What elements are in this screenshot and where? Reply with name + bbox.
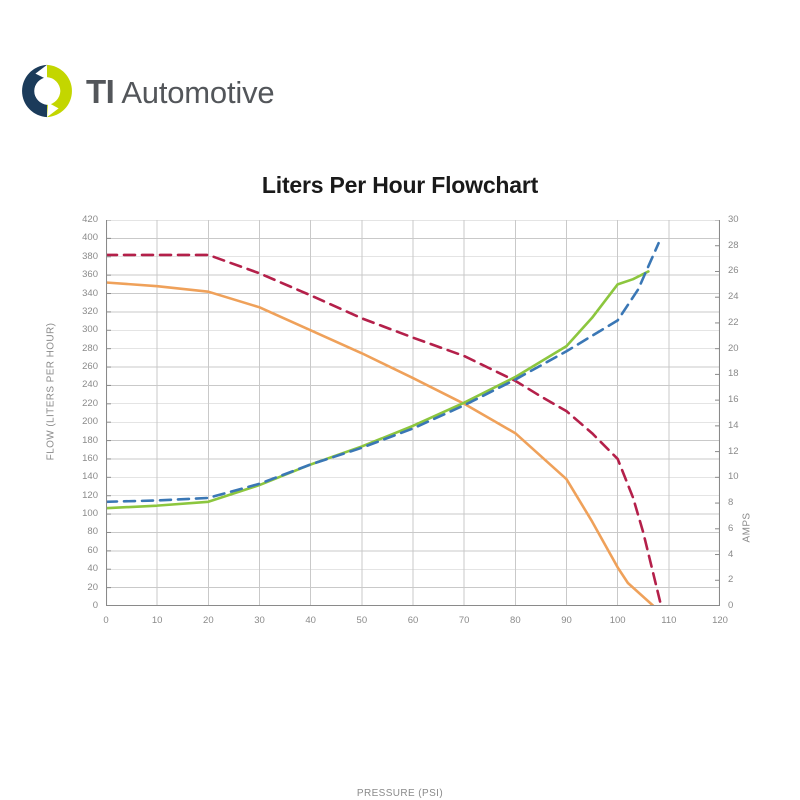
y-axis-left-tick-label: 160 — [82, 452, 98, 464]
y-axis-right-tick-label: 0 — [728, 600, 734, 611]
y-axis-left-tick-label: 120 — [82, 489, 98, 501]
x-axis-tick-label: 110 — [661, 615, 677, 626]
ti-automotive-swirl-icon — [22, 64, 72, 118]
y-axis-right-tick-label: 4 — [728, 548, 734, 560]
series-line-amps-12v — [106, 270, 650, 510]
y-axis-left-tick-label: 360 — [82, 269, 98, 281]
y-axis-right-tick-label: 18 — [728, 368, 739, 380]
y-axis-left-tick-label: 380 — [82, 250, 98, 262]
y-axis-right-tick-label: 14 — [728, 419, 739, 431]
y-axis-right-tick-label: 2 — [728, 574, 734, 586]
y-axis-right-tick-label: 10 — [728, 471, 739, 483]
x-axis-tick-label: 30 — [254, 615, 265, 626]
chart-title: Liters Per Hour Flowchart — [261, 172, 539, 198]
x-axis-tick-label: 50 — [356, 615, 368, 626]
plot-area — [106, 220, 720, 606]
y-axis-left-tick-label: 260 — [82, 361, 98, 373]
axis-lines — [106, 220, 720, 606]
plot-svg — [106, 220, 720, 606]
y-axis-left-tick-label: 220 — [82, 397, 98, 409]
y-axis-right-tick-label: 16 — [728, 394, 739, 406]
y-axis-left-tick-label: 100 — [82, 508, 98, 520]
x-axis-tick-label: 0 — [103, 615, 109, 626]
x-axis-tick-label: 40 — [305, 615, 316, 626]
y-axis-left-tick-label: 300 — [82, 324, 98, 336]
y-axis-right-tick-label: 20 — [728, 342, 739, 354]
series-lines — [106, 241, 663, 606]
y-axis-left-tick-label: 420 — [82, 214, 98, 225]
y-axis-left-tick-label: 40 — [87, 563, 98, 575]
y-axis-right-tick-label: 8 — [728, 497, 734, 509]
y-axis-left-tick-label: 180 — [82, 434, 98, 446]
x-axis-tick-label: 80 — [510, 615, 521, 626]
x-axis-tick-label: 90 — [561, 615, 572, 626]
y-axis-left-tick-label: 280 — [82, 342, 98, 354]
chart-container: Liters Per Hour Flowchart 0 20 40 60 80 100 12… — [0, 150, 800, 799]
y-axis-left-tick-label: 240 — [82, 379, 98, 391]
x-axis-tick-label: 60 — [407, 615, 419, 626]
brand-name-rest: Automotive — [121, 74, 275, 110]
brand-name-bold: TI — [86, 72, 115, 110]
y-axis-left-tick-label: 140 — [82, 471, 98, 483]
brand-logo: TI Automotive — [18, 62, 275, 120]
series-line-flow-13-5v — [106, 253, 663, 606]
y-axis-right-tick-label: 24 — [728, 291, 739, 303]
y-axis-left-tick-label: 200 — [82, 416, 98, 428]
series-line-amps-13-5v — [106, 241, 660, 504]
grid-lines — [106, 220, 720, 606]
brand-wordmark: TI Automotive — [86, 72, 275, 110]
x-axis-tick-label: 20 — [203, 615, 214, 626]
x-axis-tick-label: 10 — [151, 615, 163, 626]
y-axis-left-tick-label: 80 — [87, 526, 98, 538]
y-axis-right-tick-label: 28 — [728, 239, 739, 251]
x-axis-tick-label: 70 — [458, 615, 470, 626]
y-axis-right-tick-label: 26 — [728, 265, 739, 277]
y-axis-right-tick-label: 6 — [728, 522, 734, 534]
x-axis-tick-label: 100 — [609, 615, 626, 626]
y-axis-right-tick-label: 12 — [728, 445, 739, 457]
y-axis-left-tick-label: 340 — [82, 287, 98, 299]
x-axis-label: PRESSURE (PSI) — [356, 788, 444, 799]
y-axis-left-tick-label: 20 — [87, 581, 98, 593]
y-axis-left-tick-label: 400 — [82, 232, 98, 244]
y-axis-left-label: FLOW (LITERS PER HOUR) — [45, 322, 57, 461]
series-line-flow-12v — [106, 281, 655, 606]
y-axis-right-label: AMPS — [741, 512, 753, 543]
y-axis-right-tick-label: 30 — [728, 214, 739, 225]
y-axis-left-tick-label: 0 — [92, 600, 98, 611]
x-axis-tick-label: 120 — [712, 615, 728, 626]
y-axis-left-tick-label: 60 — [87, 544, 98, 556]
y-axis-right-tick-label: 22 — [728, 316, 739, 328]
y-axis-left-tick-label: 320 — [82, 305, 98, 317]
